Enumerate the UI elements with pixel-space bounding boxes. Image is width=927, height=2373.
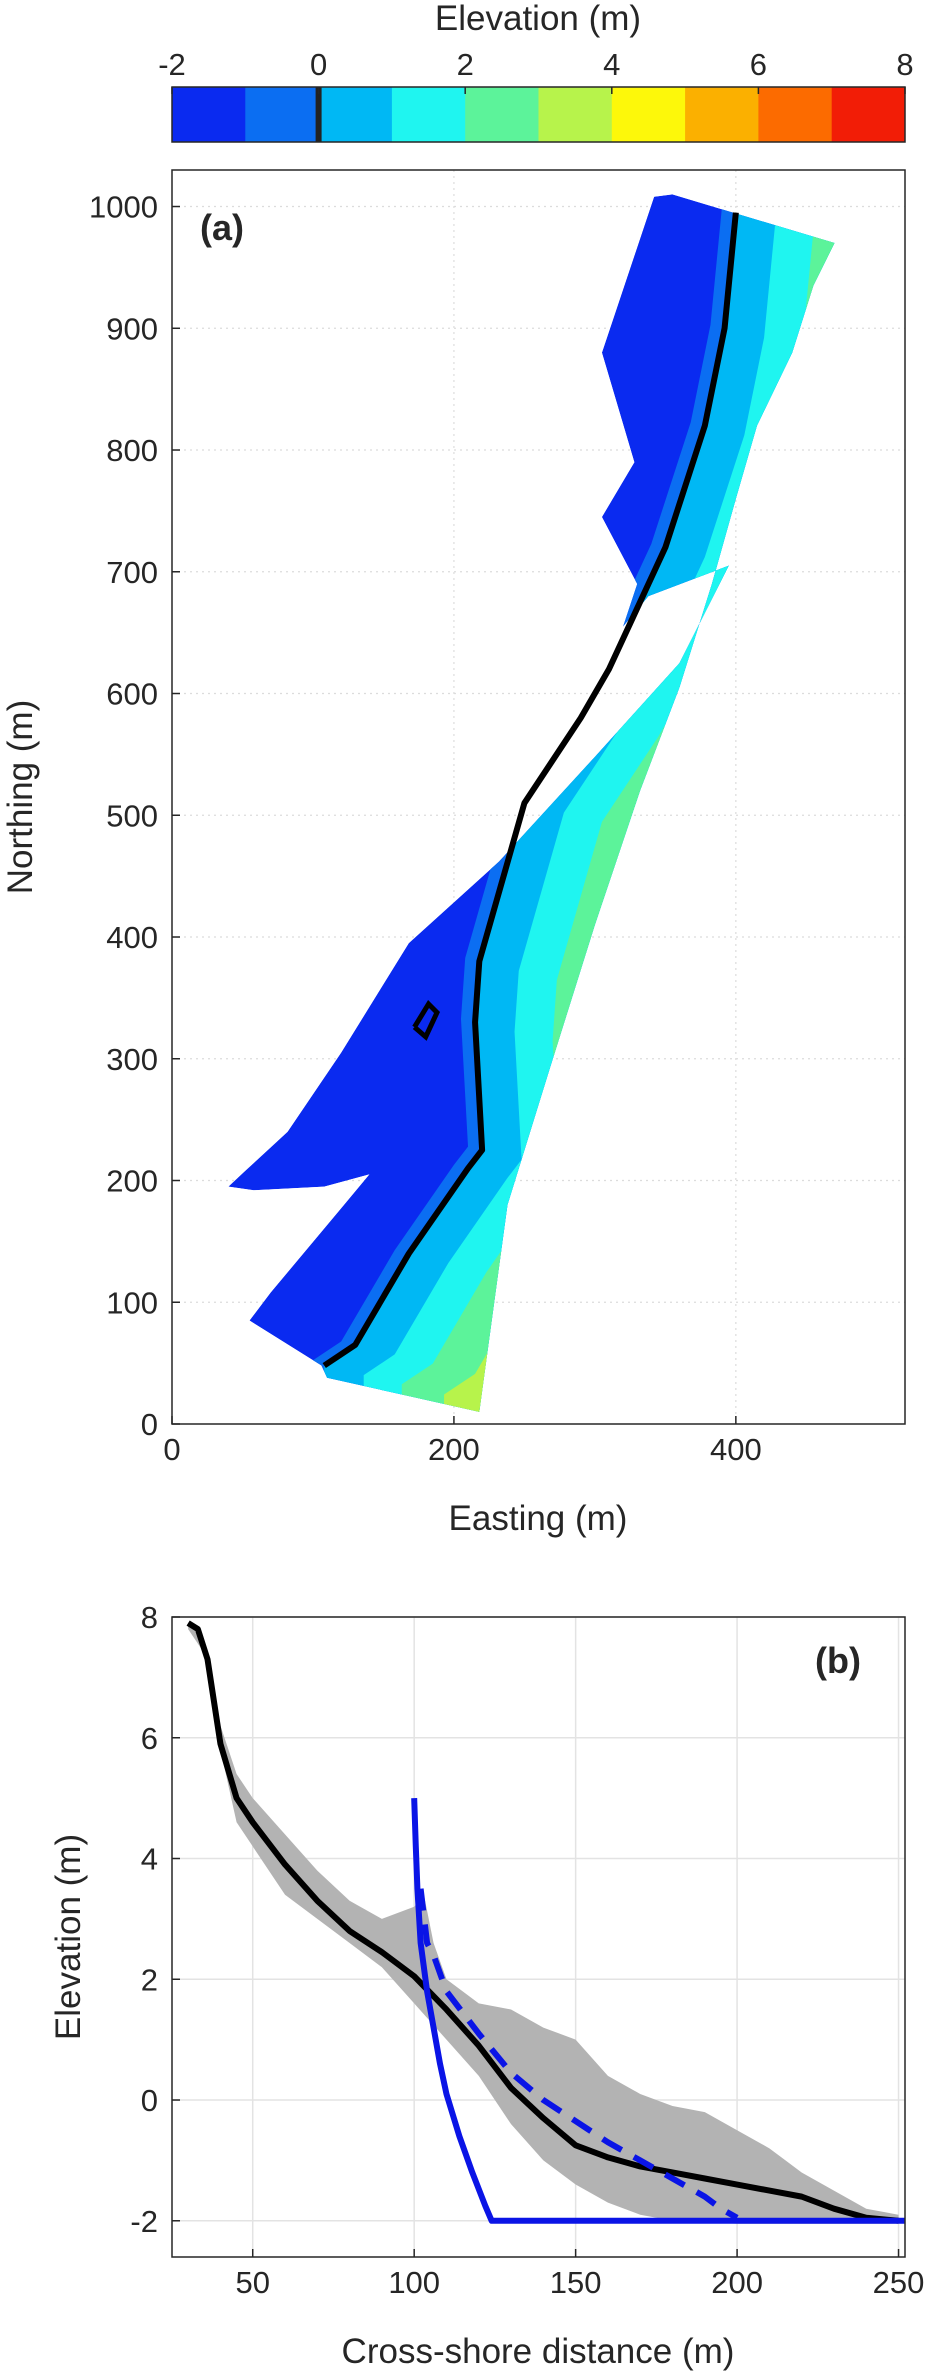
x-tick-label: 150 [550,2265,602,2300]
colorbar-tick-label: 6 [750,47,767,82]
panel-b-axes-box [171,1616,906,2258]
panel-a: 0 200 40001002003004005006007008009001000 … [1,169,906,1538]
x-tick-label: 50 [235,2265,269,2300]
dashed-profile-line [417,1888,739,2221]
panel-a-xlabel: Easting (m) [449,1499,628,1538]
mean-profile-line [186,1620,899,2224]
colorbar-tick-label: 0 [310,47,327,82]
y-tick-label: 6 [141,1721,158,1756]
colorbar-swatch [245,87,320,142]
y-tick-label: -2 [130,2204,158,2239]
colorbar-zero-marker [315,87,322,142]
colorbar-swatch [758,87,833,142]
colorbar-swatch [172,87,246,142]
colorbar-title: Elevation (m) [435,0,641,38]
colorbar-swatch [391,87,466,142]
y-tick-label: 200 [106,1164,158,1199]
y-tick-label: 0 [141,2083,158,2118]
y-tick-label: 800 [106,433,158,468]
colorbar-swatch [685,87,759,142]
x-tick-label: 100 [388,2265,440,2300]
panel-b-ylabel: Elevation (m) [49,1834,88,2040]
panel-b-label: (b) [815,1640,861,1681]
y-tick-label: 8 [141,1600,158,1635]
y-tick-label: 300 [106,1042,158,1077]
shoreline-contour [322,212,739,1369]
y-tick-label: 400 [106,920,158,955]
panel-a-axes-box [171,169,906,1425]
panel-b-xlabel: Cross-shore distance (m) [342,2332,735,2371]
colorbar-tick-label: 2 [457,47,474,82]
x-tick-label: 400 [710,1432,762,1467]
colorbar: Elevation (m) -2 0 2 4 6 8 [158,0,914,143]
panel-b-plot-area [172,1617,905,2257]
y-tick-label: 100 [106,1285,158,1320]
y-tick-label: 4 [141,1842,158,1877]
blue-profile-line [411,1798,905,2224]
y-tick-label: 600 [106,677,158,712]
colorbar-swatch [465,87,539,142]
colorbar-tick-label: 4 [603,47,620,82]
x-tick-label: 200 [428,1432,480,1467]
colorbar-swatch [318,87,393,142]
x-tick-label: 200 [711,2265,763,2300]
x-tick-label: 250 [873,2265,925,2300]
profile-series [186,1620,905,2224]
colorbar-frame [171,86,906,143]
colorbar-swatch [831,87,906,142]
colorbar-swatch [538,87,613,142]
y-tick-label: 900 [106,311,158,346]
panel-a-ylabel: Northing (m) [1,700,40,894]
closed-contour [412,999,441,1041]
y-tick-label: 1000 [89,190,158,225]
panel-b: 50 100 150 200 250 -2 0 2 4 6 8 (b) Cross-shore di… [49,1600,924,2371]
profile-envelope [188,1623,899,2224]
x-tick-label: 0 [163,1432,180,1467]
y-tick-label: 500 [106,798,158,833]
zero-elevation-contours [322,212,739,1369]
y-tick-label: 700 [106,555,158,590]
colorbar-swatch [611,87,686,142]
colorbar-tick-label: 8 [896,47,913,82]
panel-a-label: (a) [200,207,244,248]
y-tick-label: 0 [141,1407,158,1442]
panel-a-plot-area [172,170,905,1424]
colorbar-tick-label: -2 [158,47,186,82]
y-tick-label: 2 [141,1962,158,1997]
